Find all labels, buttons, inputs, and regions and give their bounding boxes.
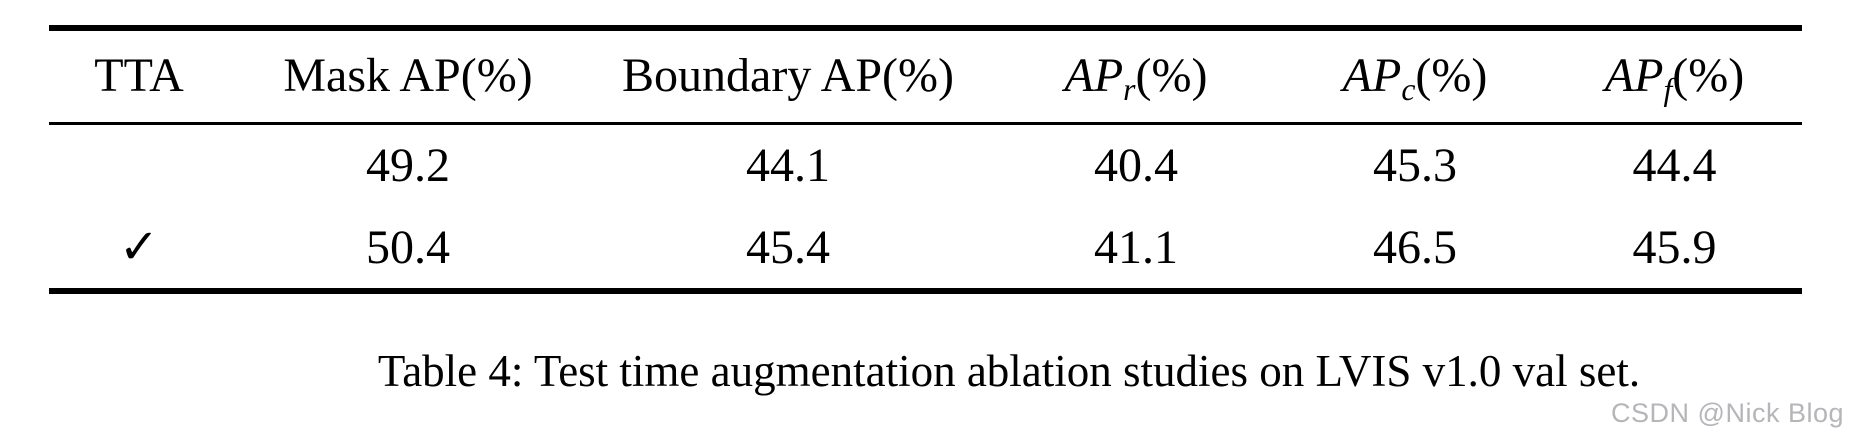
header-mask-ap: Mask AP(%) — [229, 28, 587, 125]
cell-ap-frequent-tta: 45.9 — [1632, 220, 1717, 274]
table-row-with-tta: ✓ 50.4 45.4 41.1 46.5 45.9 — [49, 207, 1802, 291]
header-tta-label: TTA — [94, 49, 184, 103]
header-boundary-ap: Boundary AP(%) — [587, 28, 989, 125]
watermark: CSDN @Nick Blog — [1611, 398, 1844, 428]
ablation-table: TTA Mask AP(%) Boundary AP(%) APr(%) APc… — [49, 25, 1802, 294]
header-ap-rare-subscript: r — [1123, 72, 1136, 108]
header-ap-rare-prefix: AP — [1064, 49, 1124, 103]
cell-boundary-ap-no-tta: 44.1 — [746, 138, 830, 192]
header-ap-frequent: APf(%) — [1547, 28, 1802, 125]
header-boundary-ap-label: Boundary AP(%) — [622, 49, 954, 103]
cell-boundary-ap-tta: 45.4 — [746, 220, 830, 274]
table-caption: Table 4: Test time augmentation ablation… — [377, 346, 1641, 396]
ablation-table-container: TTA Mask AP(%) Boundary AP(%) APr(%) APc… — [49, 25, 1802, 294]
cell-ap-common-tta: 46.5 — [1373, 220, 1457, 274]
header-ap-frequent-prefix: AP — [1604, 49, 1664, 103]
cell-mask-ap-tta: 50.4 — [366, 220, 450, 274]
header-ap-frequent-subscript: f — [1663, 72, 1673, 108]
header-ap-common: APc(%) — [1283, 28, 1547, 125]
header-tta: TTA — [49, 28, 229, 125]
header-ap-common-prefix: AP — [1342, 49, 1402, 103]
cell-ap-rare-no-tta: 40.4 — [1094, 138, 1178, 192]
cell-mask-ap-no-tta: 49.2 — [366, 138, 450, 192]
table-header-row: TTA Mask AP(%) Boundary AP(%) APr(%) APc… — [49, 28, 1802, 125]
header-ap-frequent-suffix: (%) — [1672, 49, 1745, 103]
cell-ap-frequent-no-tta: 44.4 — [1632, 138, 1717, 192]
cell-ap-rare-tta: 41.1 — [1094, 220, 1178, 274]
header-ap-common-suffix: (%) — [1415, 49, 1488, 103]
cell-tta-empty — [49, 123, 229, 207]
table-row-no-tta: 49.2 44.1 40.4 45.3 44.4 — [49, 123, 1802, 207]
cell-ap-common-no-tta: 45.3 — [1373, 138, 1457, 192]
header-ap-rare: APr(%) — [989, 28, 1283, 125]
header-ap-common-subscript: c — [1401, 72, 1416, 108]
checkmark-icon: ✓ — [118, 220, 160, 274]
header-mask-ap-label: Mask AP(%) — [283, 49, 533, 103]
header-ap-rare-suffix: (%) — [1135, 49, 1208, 103]
